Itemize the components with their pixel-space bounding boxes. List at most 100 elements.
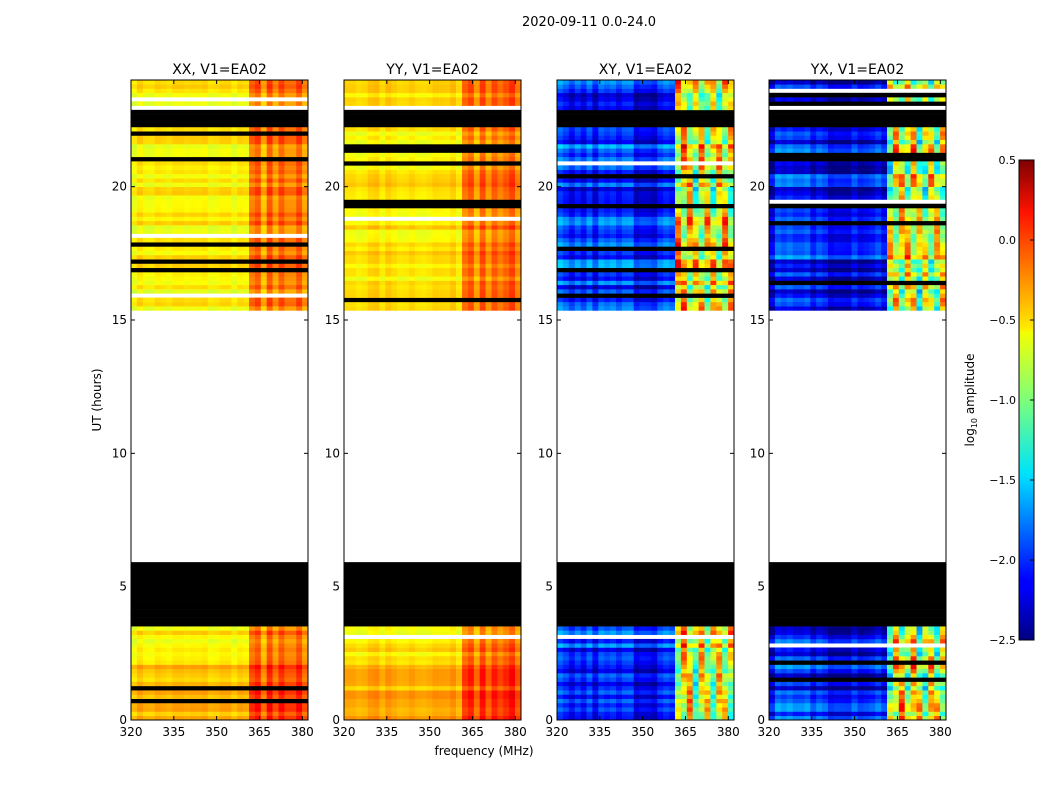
heatmap-cell — [467, 668, 475, 674]
heatmap-cell — [201, 664, 208, 670]
heatmap-cell — [557, 647, 564, 653]
heatmap-cell — [201, 681, 208, 687]
heatmap-cell — [509, 267, 516, 273]
heatmap-cell — [172, 702, 179, 708]
heatmap-cell — [698, 276, 705, 281]
heatmap-cell — [716, 638, 723, 644]
heatmap-cell — [426, 685, 433, 691]
heatmap-cell — [397, 664, 404, 670]
heatmap-cell — [497, 263, 504, 269]
heatmap-cell — [249, 677, 256, 682]
heatmap-cell — [438, 272, 445, 277]
heatmap-cell — [225, 186, 232, 192]
heatmap-cell — [491, 660, 498, 665]
heatmap-cell — [225, 702, 232, 708]
heatmap-cell — [178, 694, 185, 699]
heatmap-cell — [344, 293, 351, 298]
heatmap-cell — [237, 630, 244, 635]
heatmap-cell — [266, 643, 273, 648]
heatmap-cell — [645, 284, 652, 290]
heatmap-cell — [154, 284, 161, 290]
heatmap-cell — [456, 186, 463, 192]
heatmap-cell — [278, 246, 285, 251]
heatmap-cell — [473, 182, 480, 187]
heatmap-cell — [657, 263, 664, 269]
heatmap-cell — [598, 711, 605, 717]
heatmap-cell — [414, 254, 421, 260]
heatmap-cell — [485, 156, 492, 162]
heatmap-cell — [284, 178, 291, 183]
heatmap-cell — [231, 634, 238, 640]
heatmap-cell — [290, 225, 297, 230]
heatmap-cell — [166, 165, 173, 170]
heatmap-cell — [243, 246, 250, 251]
heatmap-cell — [385, 638, 392, 644]
heatmap-cell — [296, 677, 303, 682]
heatmap-cell — [260, 651, 267, 657]
heatmap-cell — [131, 656, 138, 661]
heatmap-cell — [296, 301, 303, 307]
heatmap-cell — [166, 84, 173, 89]
heatmap-cell — [456, 126, 463, 132]
heatmap-cell — [278, 301, 285, 307]
heatmap-cell — [131, 135, 138, 141]
heatmap-cell — [379, 259, 386, 264]
heatmap-cell — [420, 715, 427, 721]
heatmap-cell — [190, 263, 197, 269]
heatmap-cell — [485, 289, 492, 294]
heatmap-cell — [302, 702, 309, 708]
heatmap-cell — [716, 685, 723, 691]
heatmap-cell — [379, 233, 386, 239]
heatmap-cell — [479, 630, 486, 635]
heatmap-cell — [131, 634, 138, 640]
heatmap-cell — [639, 284, 646, 290]
heatmap-cell — [172, 208, 179, 213]
heatmap-cell — [462, 229, 469, 234]
heatmap-cell — [586, 673, 593, 678]
heatmap-cell — [420, 284, 427, 290]
heatmap-cell — [355, 186, 362, 192]
heatmap-cell — [195, 169, 203, 175]
heatmap-cell — [391, 92, 398, 98]
heatmap-cell — [195, 715, 203, 721]
heatmap-cell — [497, 685, 504, 691]
heatmap-cell — [586, 263, 593, 269]
heatmap-cell — [266, 681, 273, 687]
heatmap-cell — [657, 254, 664, 260]
heatmap-cell — [509, 668, 516, 674]
heatmap-cell — [692, 702, 699, 708]
heatmap-cell — [178, 139, 185, 145]
heatmap-cell — [361, 651, 368, 657]
heatmap-cell — [266, 190, 273, 196]
heatmap-cell — [385, 660, 392, 665]
heatmap-cell — [692, 301, 699, 307]
heatmap-cell — [420, 651, 427, 657]
heatmap-cell — [568, 656, 575, 661]
heatmap-cell — [278, 88, 285, 94]
heatmap-cell — [373, 186, 380, 192]
heatmap-cell — [296, 297, 303, 303]
heatmap-cell — [254, 694, 262, 699]
heatmap-cell — [627, 685, 634, 691]
heatmap-cell — [692, 280, 699, 286]
heatmap-cell — [260, 306, 267, 311]
heatmap-cell — [426, 660, 433, 665]
heatmap-cell — [219, 173, 226, 179]
heatmap-cell — [136, 668, 144, 674]
heatmap-cell — [385, 165, 392, 170]
heatmap-cell — [586, 702, 593, 708]
heatmap-cell — [195, 638, 203, 644]
heatmap-cell — [515, 242, 522, 247]
heatmap-cell — [166, 276, 173, 281]
heatmap-cell — [592, 715, 599, 721]
heatmap-cell — [266, 250, 273, 256]
heatmap-cell — [190, 651, 197, 657]
heatmap-cell — [136, 92, 144, 98]
heatmap-cell — [172, 664, 179, 670]
heatmap-cell — [698, 289, 705, 294]
heatmap-cell — [266, 301, 273, 307]
heatmap-cell — [598, 289, 605, 294]
heatmap-cell — [178, 630, 185, 635]
heatmap-cell — [509, 707, 516, 712]
heatmap-cell — [497, 97, 504, 102]
